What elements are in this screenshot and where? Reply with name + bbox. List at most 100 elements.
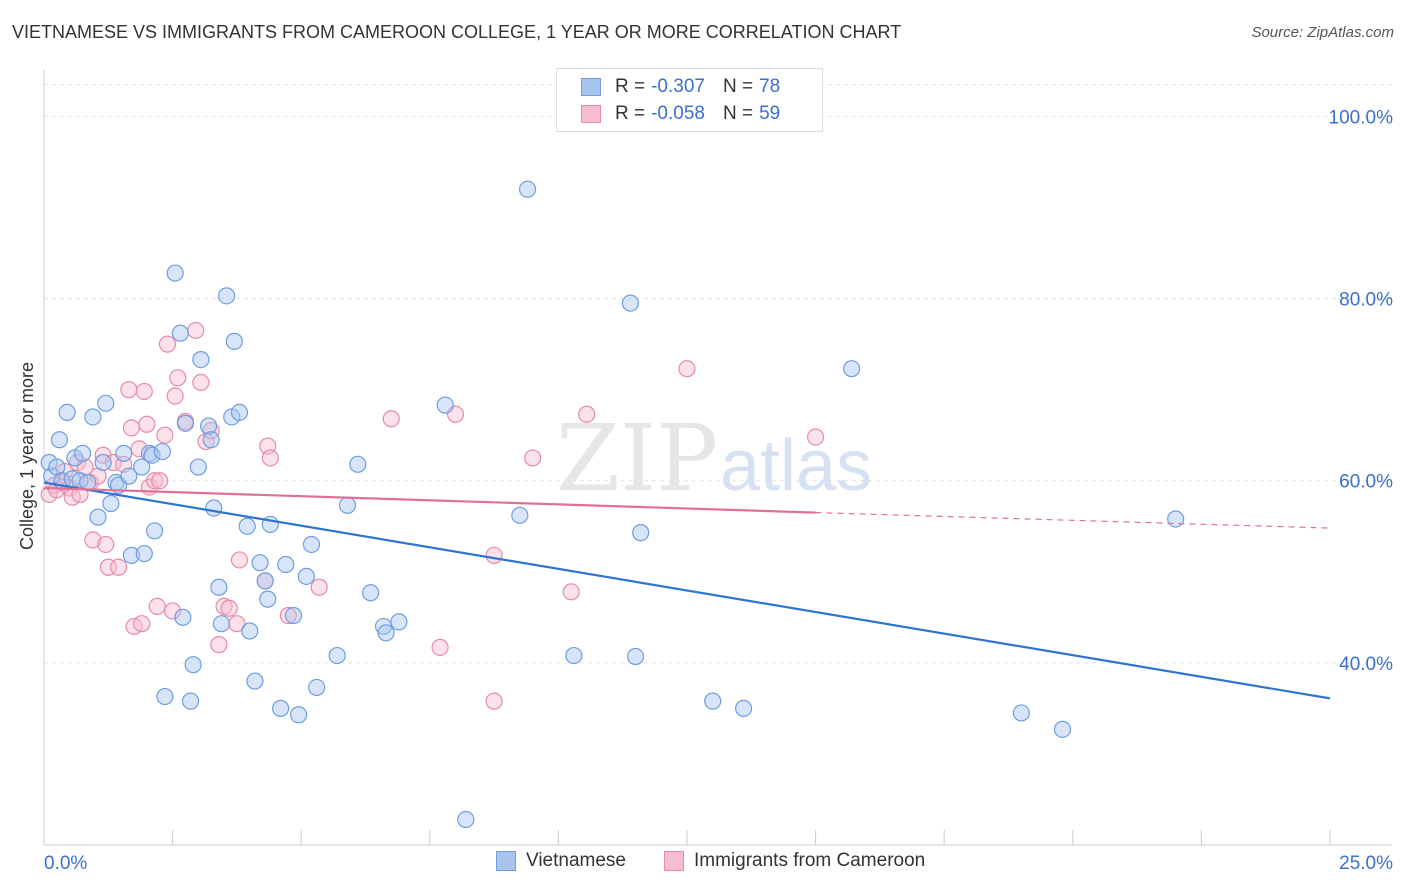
vietnamese-point[interactable] xyxy=(349,455,367,473)
cameroon-point[interactable] xyxy=(122,419,141,437)
legend-item-cameroon[interactable]: Immigrants from Cameroon xyxy=(664,850,925,872)
vietnamese-point[interactable] xyxy=(390,613,408,631)
vietnamese-point[interactable] xyxy=(156,687,174,706)
cameroon-point[interactable] xyxy=(678,360,696,378)
vietnamese-point[interactable] xyxy=(704,692,722,710)
cameroon-point[interactable] xyxy=(151,472,169,490)
vietnamese-point[interactable] xyxy=(308,678,326,697)
vietnamese-point[interactable] xyxy=(176,414,195,432)
vietnamese-point[interactable] xyxy=(626,647,645,666)
vietnamese-point[interactable] xyxy=(1167,510,1185,528)
vietnamese-point[interactable] xyxy=(230,403,249,422)
vietnamese-point[interactable] xyxy=(843,360,861,378)
vietnamese-point[interactable] xyxy=(210,578,228,596)
vietnamese-point[interactable] xyxy=(297,567,315,585)
cameroon-point[interactable] xyxy=(120,381,138,399)
cameroon-point[interactable] xyxy=(148,597,166,615)
cameroon-point[interactable] xyxy=(164,602,182,620)
vietnamese-point[interactable] xyxy=(565,646,583,665)
vietnamese-point[interactable] xyxy=(457,810,475,829)
cameroon-point[interactable] xyxy=(220,599,238,617)
cameroon-point[interactable] xyxy=(261,449,279,467)
vietnamese-point[interactable] xyxy=(259,590,277,608)
vietnamese-point[interactable] xyxy=(290,706,308,724)
vietnamese-point[interactable] xyxy=(120,467,138,485)
vietnamese-point[interactable] xyxy=(202,431,220,449)
cameroon-point[interactable] xyxy=(84,531,102,549)
cameroon-point[interactable] xyxy=(485,546,503,564)
vietnamese-point[interactable] xyxy=(734,699,753,717)
cameroon-point[interactable] xyxy=(562,583,580,601)
vietnamese-point[interactable] xyxy=(377,624,395,642)
vietnamese-point[interactable] xyxy=(145,522,164,540)
cameroon-point[interactable] xyxy=(192,373,210,391)
cameroon-point[interactable] xyxy=(485,692,503,710)
cameroon-point[interactable] xyxy=(230,551,249,569)
cameroon-point[interactable] xyxy=(382,410,400,428)
vietnamese-point[interactable] xyxy=(518,180,537,198)
vietnamese-point[interactable] xyxy=(632,524,650,542)
vietnamese-point[interactable] xyxy=(73,444,92,462)
vietnamese-point[interactable] xyxy=(143,446,161,464)
vietnamese-point[interactable] xyxy=(94,453,112,472)
vietnamese-point[interactable] xyxy=(140,444,159,462)
vietnamese-point[interactable] xyxy=(102,494,120,513)
cameroon-point[interactable] xyxy=(169,369,187,387)
cameroon-point[interactable] xyxy=(158,335,177,353)
vietnamese-point[interactable] xyxy=(192,350,210,369)
vietnamese-point[interactable] xyxy=(362,584,380,602)
vietnamese-point[interactable] xyxy=(50,431,69,449)
vietnamese-point[interactable] xyxy=(97,394,115,412)
cameroon-point[interactable] xyxy=(806,428,825,446)
vietnamese-point[interactable] xyxy=(133,458,151,476)
vietnamese-point[interactable] xyxy=(272,699,290,717)
vietnamese-point[interactable] xyxy=(246,672,264,690)
vietnamese-point[interactable] xyxy=(153,442,171,461)
vietnamese-point[interactable] xyxy=(115,444,133,462)
vietnamese-point[interactable] xyxy=(621,294,640,312)
vietnamese-point[interactable] xyxy=(1053,720,1072,738)
vietnamese-point[interactable] xyxy=(436,396,454,414)
vietnamese-point[interactable] xyxy=(135,544,153,563)
cameroon-point[interactable] xyxy=(109,558,128,576)
vietnamese-point[interactable] xyxy=(182,692,200,710)
cameroon-point[interactable] xyxy=(524,449,542,467)
vietnamese-point[interactable] xyxy=(1012,704,1030,722)
cameroon-point[interactable] xyxy=(156,426,174,444)
cameroon-point[interactable] xyxy=(138,415,156,433)
vietnamese-point[interactable] xyxy=(328,646,346,665)
cameroon-point[interactable] xyxy=(135,382,153,401)
cameroon-point[interactable] xyxy=(431,638,449,656)
vietnamese-point[interactable] xyxy=(225,332,243,350)
vietnamese-point[interactable] xyxy=(212,615,231,633)
cameroon-point[interactable] xyxy=(279,606,297,625)
vietnamese-point[interactable] xyxy=(89,508,107,526)
vietnamese-point[interactable] xyxy=(189,458,207,476)
vietnamese-point[interactable] xyxy=(171,324,189,342)
vietnamese-point[interactable] xyxy=(184,656,202,674)
vietnamese-point[interactable] xyxy=(251,554,269,572)
cameroon-point[interactable] xyxy=(187,321,205,340)
vietnamese-point[interactable] xyxy=(238,517,256,535)
cameroon-point[interactable] xyxy=(578,405,596,423)
vietnamese-point[interactable] xyxy=(200,417,218,435)
cameroon-point[interactable] xyxy=(166,387,184,405)
vietnamese-point[interactable] xyxy=(122,546,141,564)
vietnamese-point[interactable] xyxy=(166,264,184,282)
cameroon-point[interactable] xyxy=(310,578,328,596)
cameroon-point[interactable] xyxy=(97,535,115,554)
vietnamese-point[interactable] xyxy=(84,408,102,426)
vietnamese-point[interactable] xyxy=(302,535,321,554)
cameroon-point[interactable] xyxy=(145,472,164,490)
vietnamese-point[interactable] xyxy=(218,287,236,305)
vietnamese-point[interactable] xyxy=(511,506,529,524)
legend-item-vietnamese[interactable]: Vietnamese xyxy=(496,850,626,872)
vietnamese-point[interactable] xyxy=(256,572,274,590)
vietnamese-point[interactable] xyxy=(205,499,223,517)
cameroon-point[interactable] xyxy=(133,615,151,633)
vietnamese-point[interactable] xyxy=(277,555,295,574)
vietnamese-point[interactable] xyxy=(338,496,357,514)
vietnamese-point[interactable] xyxy=(241,622,259,640)
cameroon-point[interactable] xyxy=(210,636,228,654)
vietnamese-point[interactable] xyxy=(284,606,303,625)
